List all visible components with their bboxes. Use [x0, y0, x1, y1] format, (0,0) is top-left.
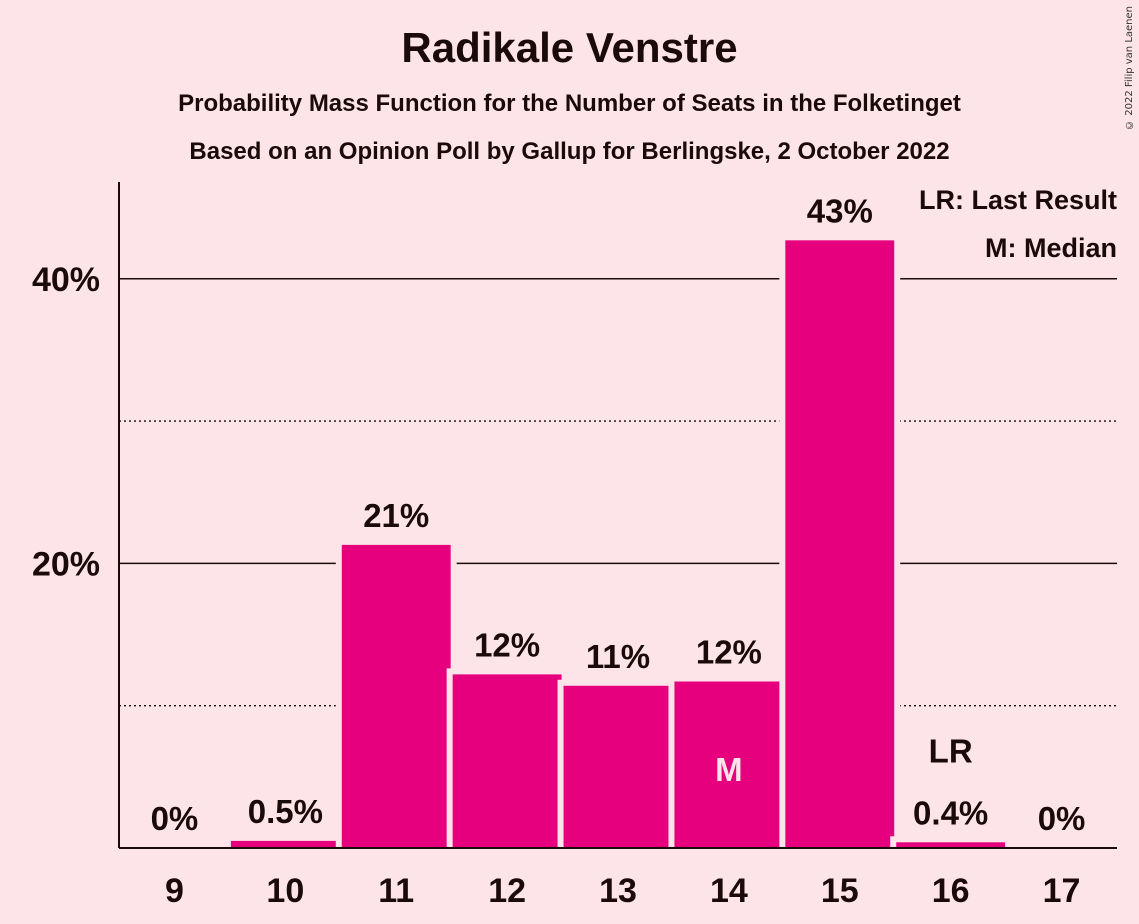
value-label: 12% — [474, 626, 540, 663]
x-tick-label: 17 — [1043, 872, 1081, 910]
chart-subtitle: Probability Mass Function for the Number… — [178, 90, 961, 117]
legend-median: M: Median — [985, 233, 1117, 263]
median-marker: M — [715, 751, 743, 788]
bar-14 — [674, 681, 784, 848]
value-label: 12% — [696, 634, 762, 671]
bar-11 — [341, 544, 451, 848]
gridlines — [119, 278, 1117, 707]
value-label: 43% — [807, 192, 873, 229]
y-tick-label: 40% — [32, 261, 100, 299]
x-tick-label: 15 — [821, 872, 859, 910]
x-tick-label: 14 — [710, 872, 748, 910]
legend-last-result: LR: Last Result — [919, 185, 1117, 215]
bar-12 — [452, 674, 562, 848]
x-tick-label: 16 — [932, 872, 970, 910]
value-label: 0.4% — [913, 794, 988, 831]
y-tick-label: 20% — [32, 545, 100, 583]
value-label: 0.5% — [248, 793, 323, 830]
value-label: 0% — [151, 800, 199, 837]
value-label: 0% — [1038, 800, 1086, 837]
bar-15 — [785, 240, 895, 848]
x-tick-label: 13 — [599, 872, 637, 910]
x-tick-label: 12 — [488, 872, 526, 910]
value-labels: 0% 0.5% 21% 12% 11% 12% M 43% 0.4% LR 0% — [151, 192, 1086, 837]
last-result-marker: LR — [929, 732, 973, 769]
bar-16 — [896, 842, 1006, 848]
bar-10 — [230, 840, 340, 848]
bar-13 — [563, 685, 673, 848]
value-label: 21% — [363, 497, 429, 534]
chart-title: Radikale Venstre — [401, 24, 738, 71]
value-label: 11% — [586, 638, 650, 675]
axes: 20% 40% 9 10 11 12 13 14 15 16 17 — [32, 182, 1117, 910]
x-tick-label: 9 — [165, 872, 184, 910]
chart-source: Based on an Opinion Poll by Gallup for B… — [189, 138, 950, 165]
x-tick-label: 10 — [266, 872, 304, 910]
x-tick-label: 11 — [378, 872, 414, 910]
bar-halo — [890, 836, 1012, 848]
bars — [224, 234, 1012, 848]
